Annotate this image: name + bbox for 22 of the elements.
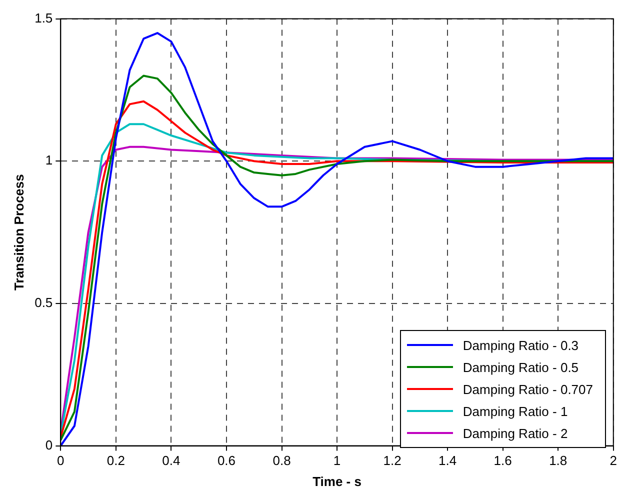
x-tick-label: 0.2	[106, 453, 125, 468]
legend-label: Damping Ratio - 0.5	[462, 360, 579, 374]
x-tick-label: 1.2	[383, 453, 402, 468]
y-tick-label: 1	[45, 152, 53, 168]
legend-label: Damping Ratio - 0.707	[462, 382, 593, 396]
legend-label: Damping Ratio - 0.3	[462, 338, 579, 352]
y-axis-title: Transition Process	[11, 174, 26, 290]
x-tick-label: 0	[57, 453, 64, 468]
legend-label: Damping Ratio - 2	[462, 426, 568, 440]
x-tick-label: 1	[333, 453, 341, 468]
x-tick-label: 0.8	[272, 453, 291, 468]
x-tick-label: 1.8	[549, 453, 568, 468]
x-tick-label: 1.6	[494, 453, 512, 468]
x-tick-label: 0.4	[162, 453, 180, 468]
y-tick-label: 0.5	[34, 295, 53, 310]
y-tick-label: 0	[45, 437, 53, 452]
x-tick-label: 0.6	[217, 453, 236, 468]
x-axis-title: Time - s	[312, 474, 362, 489]
legend-label: Damping Ratio - 1	[462, 404, 568, 418]
x-tick-label: 2	[610, 453, 617, 468]
x-tick-label: 1.4	[438, 453, 457, 468]
y-tick-label: 1.5	[34, 10, 53, 26]
